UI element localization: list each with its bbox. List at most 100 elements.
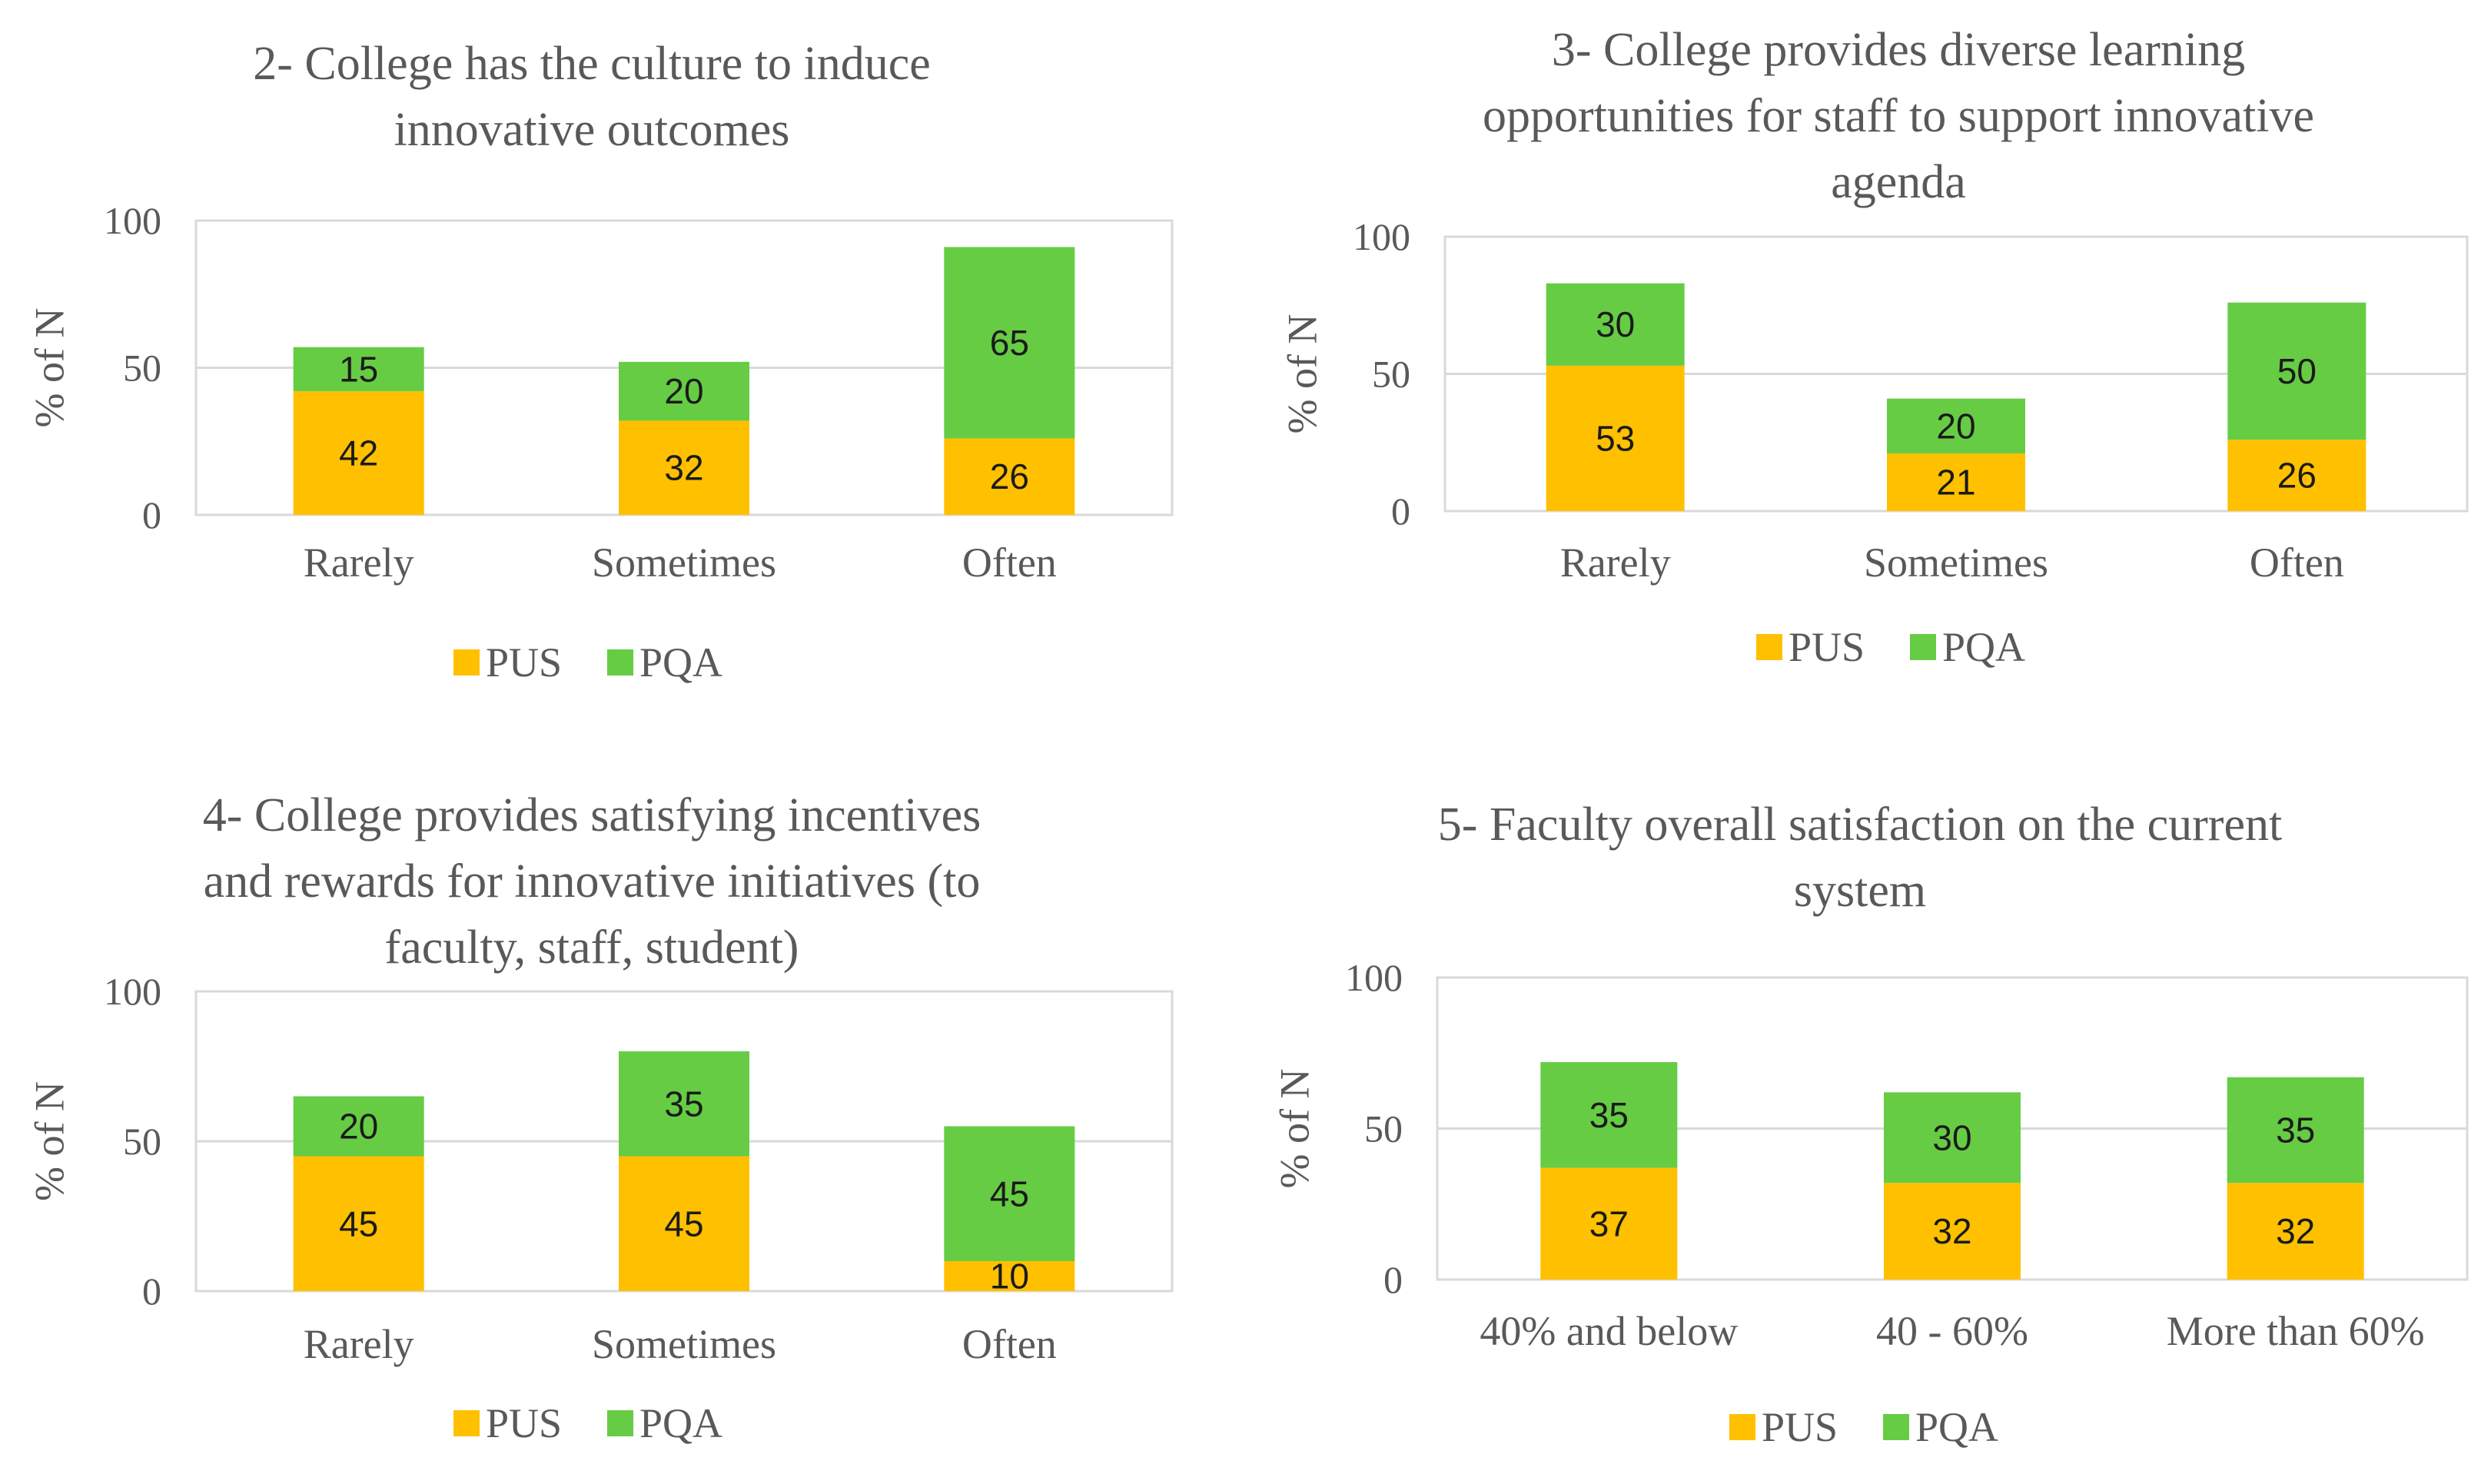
bar-pus <box>2227 440 2366 511</box>
bar-pus <box>1546 365 1685 511</box>
legend-label-pus: PUS <box>486 1400 562 1446</box>
data-label: 20 <box>1936 406 1975 446</box>
data-label: 10 <box>990 1257 1029 1296</box>
chart-title-2: 3- College provides diverse learning opp… <box>1245 17 2491 215</box>
chart-title-4-line-2: system <box>1793 865 1927 917</box>
y-axis-label: % of N <box>26 1081 72 1201</box>
data-label: 20 <box>664 371 703 411</box>
bar-pqa <box>619 1051 749 1157</box>
legend-label-pqa: PQA <box>1942 624 2025 670</box>
chart-title-1: 2- College has the culture to induce inn… <box>0 31 1184 163</box>
legend-label-pus: PUS <box>1762 1404 1838 1450</box>
chart-svg-2: 0 50 100 % of N 53 30 Rarely 21 20 Sometimes 26 50 O… <box>1279 215 2469 670</box>
data-label: 42 <box>339 433 378 473</box>
legend-swatch-pus <box>1729 1414 1755 1440</box>
chart-title-3: 4- College provides satisfying incentive… <box>0 782 1184 981</box>
chart-title-4-line-1: 5- Faculty overall satisfaction on the c… <box>1437 798 2283 851</box>
y-axis-label: % of N <box>1271 1069 1317 1189</box>
y-tick-label: 0 <box>142 1270 161 1313</box>
data-label: 45 <box>339 1203 378 1243</box>
data-label: 35 <box>2276 1110 2315 1150</box>
legend-swatch-pqa <box>607 649 633 676</box>
data-label: 30 <box>1596 304 1635 344</box>
data-label: 30 <box>1932 1117 1971 1157</box>
bar-pus <box>1884 1183 2021 1280</box>
data-label: 37 <box>1589 1203 1629 1243</box>
data-label: 32 <box>664 448 703 488</box>
chart-title-2-line-2: opportunities for staff to support innov… <box>1483 90 2314 142</box>
y-tick-label: 50 <box>1372 353 1410 396</box>
bar-pqa <box>2227 302 2366 440</box>
y-tick-label: 100 <box>104 199 161 242</box>
x-category-label: Sometimes <box>1864 539 2048 586</box>
y-tick-label: 50 <box>1364 1107 1403 1150</box>
x-category-label: Often <box>962 539 1057 586</box>
y-tick-label: 0 <box>142 493 161 536</box>
x-category-label: 40 - 60% <box>1876 1308 2028 1354</box>
data-label: 26 <box>990 456 1029 496</box>
data-label: 20 <box>339 1107 378 1147</box>
bar-pqa <box>2227 1077 2364 1184</box>
bar-pqa <box>1540 1062 1678 1168</box>
bar-pus <box>944 1261 1075 1291</box>
chart-panel-1: 2- College has the culture to induce inn… <box>0 0 1230 738</box>
data-label: 45 <box>664 1203 703 1243</box>
x-category-label: Rarely <box>304 1321 414 1367</box>
legend-swatch-pus <box>1756 634 1782 660</box>
chart-panel-4: 5- Faculty overall satisfaction on the c… <box>1245 753 2491 1484</box>
bar-pus <box>619 420 749 515</box>
chart-svg-1: 0 50 100 % of N 42 15 Rarely 32 20 Sometimes 26 65 O… <box>26 199 1174 686</box>
bar-pus <box>1540 1167 1678 1280</box>
bar-pqa <box>944 247 1075 439</box>
bar-pqa <box>619 361 749 421</box>
bar-pqa <box>1546 283 1685 366</box>
data-label: 35 <box>1589 1095 1629 1135</box>
bar-pus <box>2227 1183 2364 1280</box>
bar-pqa <box>293 1096 424 1157</box>
chart-panel-2: 3- College provides diverse learning opp… <box>1245 0 2491 738</box>
legend-label-pqa: PQA <box>1915 1404 1998 1450</box>
data-label: 15 <box>339 349 378 389</box>
chart-title-3-line-1: 4- College provides satisfying incentive… <box>202 789 981 842</box>
x-category-label: Rarely <box>1560 539 1671 586</box>
data-label: 26 <box>2277 456 2317 496</box>
bar-pus <box>619 1156 749 1291</box>
y-tick-label: 100 <box>104 970 161 1013</box>
bar-pus <box>944 438 1075 515</box>
chart-title-2-line-3: agenda <box>1831 156 1966 208</box>
y-tick-label: 50 <box>123 1120 161 1163</box>
x-category-label: Often <box>2250 539 2344 586</box>
legend-swatch-pus <box>453 1410 480 1436</box>
data-label: 65 <box>990 323 1029 363</box>
data-label: 53 <box>1596 418 1635 458</box>
chart-title-1-line-2: innovative outcomes <box>394 104 790 156</box>
bar-pqa <box>944 1126 1075 1261</box>
chart-panel-3: 4- College provides satisfying incentive… <box>0 753 1230 1484</box>
y-axis-label: % of N <box>26 308 72 428</box>
legend-swatch-pqa <box>607 1410 633 1436</box>
chart-title-3-line-2: and rewards for innovative initiatives (… <box>203 855 981 908</box>
bar-pqa <box>1884 1092 2021 1184</box>
y-tick-label: 100 <box>1353 215 1410 258</box>
legend-swatch-pqa <box>1883 1414 1909 1440</box>
legend-label-pqa: PQA <box>639 1400 722 1446</box>
y-tick-label: 0 <box>1383 1258 1403 1301</box>
legend-swatch-pus <box>453 649 480 676</box>
x-category-label: 40% and below <box>1480 1308 1738 1354</box>
x-category-label: Often <box>962 1321 1057 1367</box>
legend-swatch-pqa <box>1910 634 1936 660</box>
chart-title-3-line-3: faculty, staff, student) <box>384 921 799 974</box>
bar-pus <box>1887 453 2025 511</box>
y-axis-label: % of N <box>1279 314 1325 434</box>
bar-pus <box>293 1156 424 1291</box>
legend-label-pus: PUS <box>486 639 562 686</box>
chart-title-4: 5- Faculty overall satisfaction on the c… <box>1245 792 2475 924</box>
chart-title-2-line-1: 3- College provides diverse learning <box>1551 24 2246 76</box>
chart-svg-3: 0 50 100 % of N 45 20 Rarely 45 35 Sometimes 10 45 O… <box>26 970 1174 1446</box>
y-tick-label: 0 <box>1391 490 1410 533</box>
bar-pus <box>293 391 424 515</box>
data-label: 35 <box>664 1084 703 1124</box>
x-category-label: Sometimes <box>592 539 776 586</box>
legend-label-pqa: PQA <box>639 639 722 686</box>
x-category-label: Sometimes <box>592 1321 776 1367</box>
